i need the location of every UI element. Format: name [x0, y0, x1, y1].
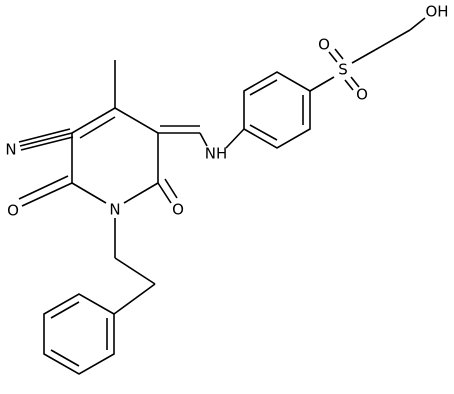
- bond: [114, 107, 159, 134]
- bond: [18, 175, 69, 200]
- atom-label: NH: [205, 145, 228, 163]
- bond: [19, 132, 73, 147]
- bond: [249, 79, 278, 96]
- bond: [328, 51, 338, 63]
- atom-label: S: [338, 61, 348, 79]
- bond: [123, 182, 159, 204]
- bond: [309, 76, 335, 92]
- bond: [50, 301, 80, 319]
- bond: [225, 128, 245, 149]
- bond: [21, 182, 73, 207]
- atom-label: OH: [425, 3, 448, 21]
- bond: [351, 49, 376, 64]
- bond: [71, 182, 107, 204]
- bond: [249, 124, 278, 141]
- bond: [71, 107, 116, 134]
- bond: [374, 29, 411, 51]
- atom-label: N: [109, 201, 120, 219]
- bond: [18, 128, 71, 143]
- bond: [164, 178, 178, 199]
- bond: [350, 76, 360, 88]
- atom-label: O: [318, 36, 330, 54]
- atom-label: O: [356, 86, 368, 104]
- bond: [199, 132, 208, 147]
- atom-label: O: [172, 201, 184, 219]
- atom-label: N: [5, 141, 16, 159]
- atom-label: O: [7, 202, 19, 220]
- bond: [50, 349, 80, 367]
- atom-labels: N O N O NH S O O OH: [5, 3, 448, 220]
- bond: [114, 257, 156, 285]
- bonds: [18, 17, 426, 375]
- ring: [43, 293, 115, 375]
- bond: [344, 79, 354, 91]
- bond: [113, 283, 156, 315]
- ring: [243, 71, 311, 149]
- bond: [20, 136, 74, 151]
- bond: [409, 17, 426, 31]
- bond: [157, 182, 172, 204]
- bond: [79, 116, 116, 139]
- bond: [334, 48, 344, 60]
